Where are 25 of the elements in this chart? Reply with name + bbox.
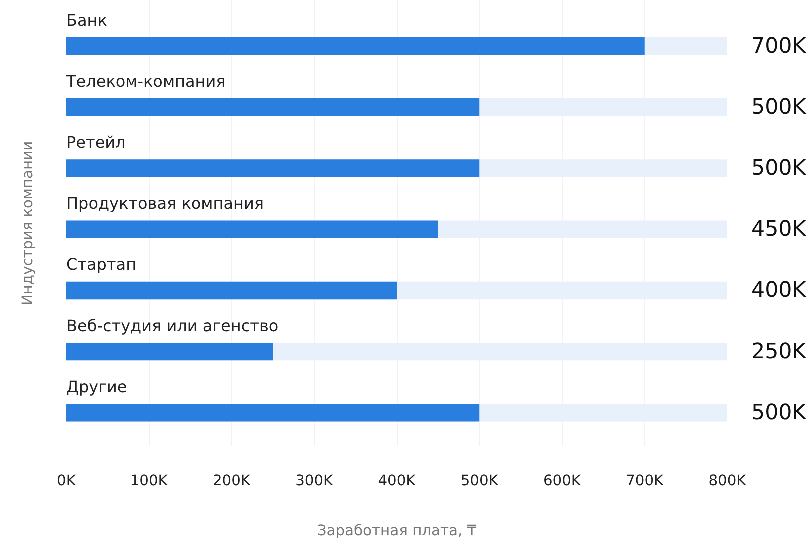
y-axis-title: Индустрия компании — [20, 141, 36, 306]
x-tick-label: 100K — [130, 472, 168, 490]
x-tick-label: 500K — [460, 472, 499, 490]
y-tick-label: Ретейл — [66, 133, 126, 152]
data-label: 500K — [752, 94, 808, 120]
y-tick-label: Телеком-компания — [66, 72, 226, 91]
data-label: 500K — [752, 156, 808, 182]
data-label: 400K — [752, 278, 808, 304]
y-tick-label: Стартап — [66, 255, 137, 274]
data-label: 500K — [752, 400, 808, 426]
x-tick-label: 300K — [296, 472, 334, 490]
x-tick-label: 600K — [543, 472, 582, 490]
data-label: 450K — [752, 217, 808, 242]
data-label: 250K — [752, 339, 808, 364]
x-axis-title: Заработная плата, ₸ — [317, 522, 478, 540]
x-tick-label: 800K — [708, 472, 747, 490]
x-tick-label: 0K — [57, 472, 76, 490]
x-tick-label: 200K — [212, 472, 251, 490]
y-tick-label: Банк — [66, 10, 108, 30]
x-tick-label: 700K — [626, 472, 664, 490]
y-tick-label: Продуктовая компания — [66, 194, 264, 214]
x-tick-label: 400K — [378, 472, 416, 490]
data-label: 700K — [752, 34, 808, 59]
y-tick-label: Другие — [66, 377, 128, 396]
y-tick-label: Веб-студия или агенство — [66, 316, 279, 336]
